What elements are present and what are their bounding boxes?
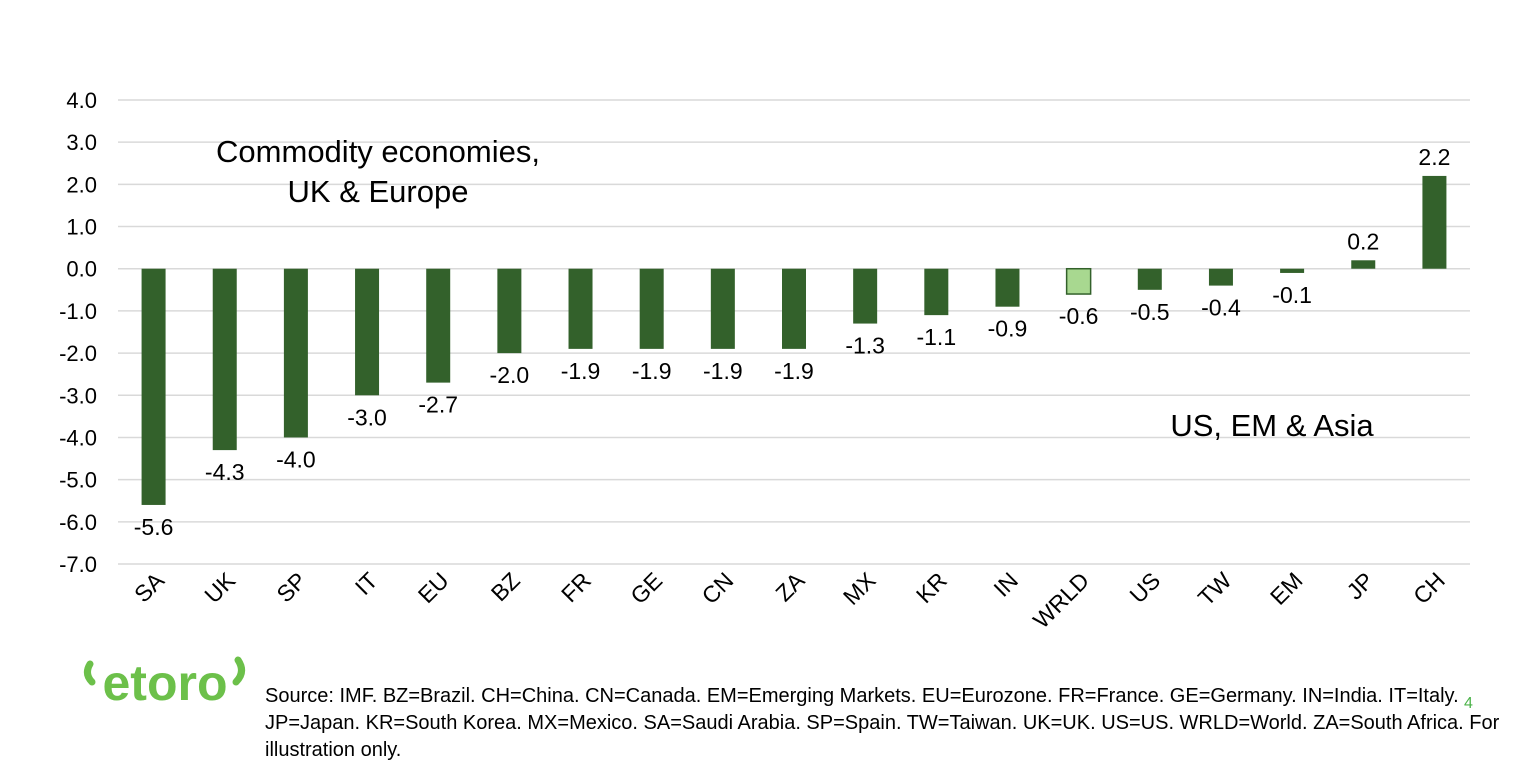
x-category-label-mx: MX xyxy=(838,567,881,610)
data-label-in: -0.9 xyxy=(988,316,1028,342)
data-labels: -5.6 -4.3 -4.0 -3.0 -2.7 -2.0 -1.9 -1.9 -1.9 -1.9… xyxy=(134,144,1451,540)
data-label-jp: 0.2 xyxy=(1347,228,1379,254)
x-category-label-jp: JP xyxy=(1341,567,1378,604)
x-axis-category-labels: SA UK SP IT EU BZ FR GE CN ZA MX KR IN WRLD US TW EM JP CH xyxy=(129,567,1450,634)
page-number: 4 xyxy=(1464,695,1473,712)
y-tick-label: 2.0 xyxy=(66,172,97,197)
data-label-em: -0.1 xyxy=(1272,282,1312,308)
bar-em xyxy=(1280,268,1305,273)
x-category-label-bz: BZ xyxy=(486,567,525,606)
data-label-us: -0.5 xyxy=(1130,299,1170,325)
bar-jp xyxy=(1351,260,1376,269)
y-tick-label: 3.0 xyxy=(66,130,97,155)
bar-us xyxy=(1137,268,1162,290)
x-category-label-cn: CN xyxy=(696,567,738,609)
bar-fr xyxy=(568,268,593,349)
bars xyxy=(141,175,1447,505)
x-category-label-tw: TW xyxy=(1193,567,1237,611)
y-axis-tick-labels: 4.0 3.0 2.0 1.0 0.0 -1.0 -2.0 -3.0 -4.0 -5.0 -6.0 -… xyxy=(59,88,97,577)
bar-wrld xyxy=(1065,267,1092,295)
x-category-label-fr: FR xyxy=(556,567,596,607)
y-tick-label: -3.0 xyxy=(59,383,97,408)
annotation-right: US, EM & Asia xyxy=(1170,408,1374,443)
source-footnote: Source: IMF. BZ=Brazil. CH=China. CN=Can… xyxy=(265,685,1500,761)
data-label-sa: -5.6 xyxy=(134,514,174,540)
data-label-za: -1.9 xyxy=(774,358,814,384)
y-tick-label: 4.0 xyxy=(66,88,97,113)
x-category-label-us: US xyxy=(1124,567,1165,608)
bar-in xyxy=(995,268,1020,307)
y-tick-label: -6.0 xyxy=(59,510,97,535)
data-label-tw: -0.4 xyxy=(1201,295,1241,321)
y-tick-label: -7.0 xyxy=(59,552,97,577)
bar-bz xyxy=(497,268,522,354)
data-label-sp: -4.0 xyxy=(276,446,316,472)
data-label-eu: -2.7 xyxy=(418,392,458,418)
data-label-kr: -1.1 xyxy=(916,324,956,350)
x-category-label-za: ZA xyxy=(770,567,810,607)
annotation-left-line1: Commodity economies, xyxy=(216,134,540,169)
annotation-left-line2: UK & Europe xyxy=(288,174,469,209)
bar-mx xyxy=(853,268,878,324)
x-category-label-it: IT xyxy=(350,567,383,600)
y-tick-label: -5.0 xyxy=(59,468,97,493)
x-category-label-eu: EU xyxy=(413,567,454,608)
data-label-ch: 2.2 xyxy=(1418,144,1450,170)
x-category-label-sa: SA xyxy=(129,567,170,608)
bar-uk xyxy=(212,268,237,451)
data-label-ge: -1.9 xyxy=(632,358,672,384)
x-category-label-kr: KR xyxy=(911,567,952,608)
y-tick-label: -4.0 xyxy=(59,425,97,450)
y-tick-label: 1.0 xyxy=(66,215,97,240)
bar-sa xyxy=(141,268,166,505)
y-tick-label: 0.0 xyxy=(66,257,97,282)
y-tick-label: -1.0 xyxy=(59,299,97,324)
bar-za xyxy=(782,268,806,349)
data-label-uk: -4.3 xyxy=(205,459,245,485)
bar-it xyxy=(355,268,380,396)
x-category-label-ch: CH xyxy=(1408,567,1450,609)
x-category-label-wrld: WRLD xyxy=(1028,567,1094,633)
x-category-label-uk: UK xyxy=(199,567,240,608)
x-category-label-in: IN xyxy=(988,567,1023,602)
x-category-label-sp: SP xyxy=(271,567,311,607)
data-label-wrld: -0.6 xyxy=(1059,303,1099,329)
etoro-logo: etoro xyxy=(83,655,245,711)
y-tick-label: -2.0 xyxy=(59,341,97,366)
bar-chart: 4.0 3.0 2.0 1.0 0.0 -1.0 -2.0 -3.0 -4.0 -5.0 -6.0 -… xyxy=(59,88,1470,634)
data-label-mx: -1.3 xyxy=(845,333,885,359)
data-label-fr: -1.9 xyxy=(561,358,601,384)
bar-ch xyxy=(1422,175,1447,269)
bar-tw xyxy=(1208,268,1233,286)
data-label-it: -3.0 xyxy=(347,404,387,430)
logo-wordmark: etoro xyxy=(103,655,228,711)
x-category-label-ge: GE xyxy=(625,567,667,609)
x-category-label-em: EM xyxy=(1265,567,1308,610)
bar-eu xyxy=(426,268,451,383)
bar-cn xyxy=(710,268,735,349)
bar-sp xyxy=(283,268,308,438)
bar-kr xyxy=(924,268,949,316)
data-label-bz: -2.0 xyxy=(490,362,530,388)
bar-ge xyxy=(639,268,664,349)
data-label-cn: -1.9 xyxy=(703,358,743,384)
